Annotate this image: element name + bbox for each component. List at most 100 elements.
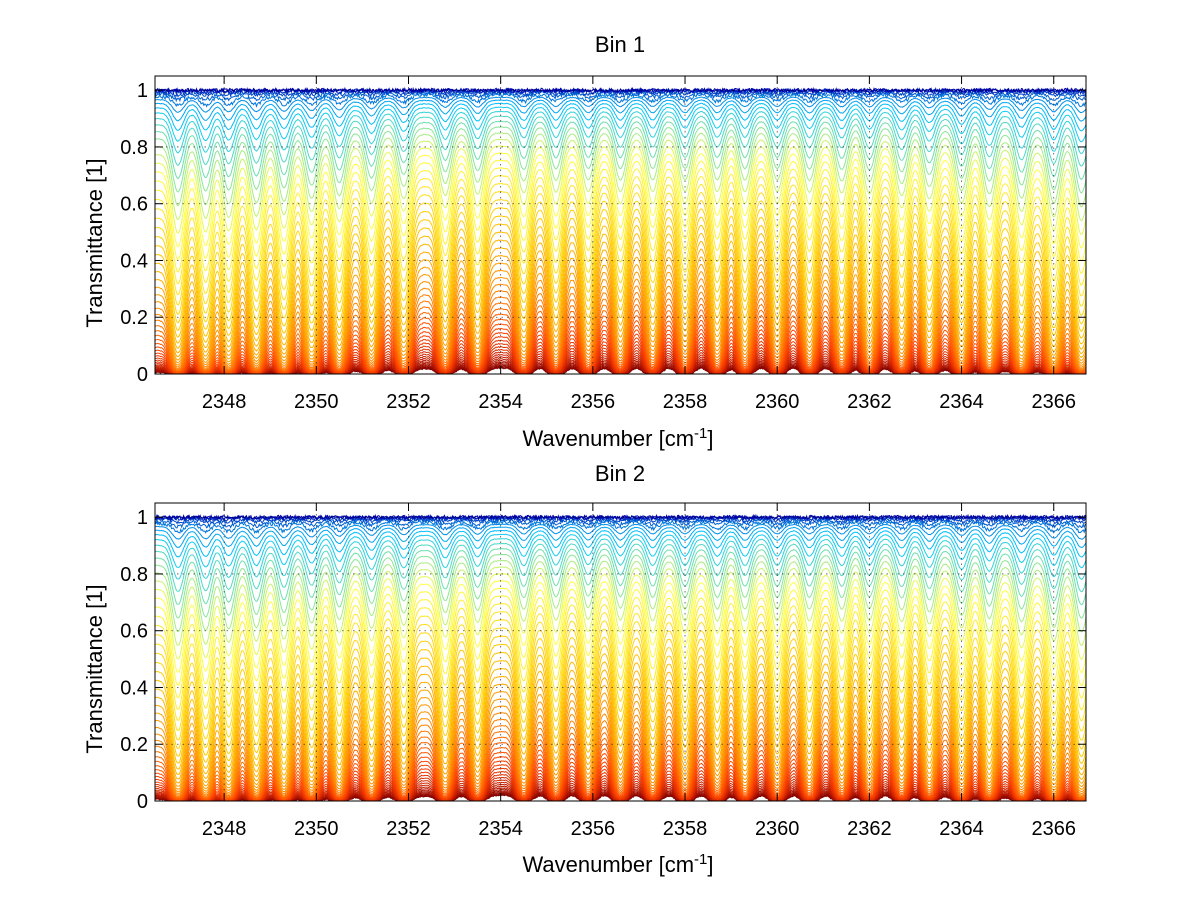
chart-bin-1: Bin 1 2348 2350 2352 2354 2356 2358 2360 2362 23…: [82, 32, 1087, 451]
series-line: [155, 290, 1086, 370]
series-line: [155, 91, 1086, 108]
series-line: [155, 730, 1086, 799]
series-line: [155, 262, 1086, 362]
y-tick-label: 0.4: [120, 677, 148, 699]
series-line: [155, 313, 1086, 373]
x-tick-label: 2358: [663, 391, 708, 413]
series-line: [155, 627, 1086, 741]
series-line: [155, 513, 1086, 521]
series-line: [155, 167, 1086, 274]
series-line: [155, 529, 1086, 558]
series-line: [155, 746, 1086, 801]
series-line: [155, 698, 1086, 790]
series-line: [155, 667, 1086, 776]
series-line: [155, 99, 1086, 122]
x-tick-label: 2348: [202, 391, 247, 413]
x-tick-label: 2362: [847, 818, 892, 840]
y-tick-label: 0.6: [120, 621, 148, 643]
series-line: [155, 138, 1086, 222]
series-line: [155, 174, 1086, 286]
series-line: [155, 691, 1086, 788]
series-line: [155, 523, 1086, 540]
x-tick-label: 2358: [663, 818, 708, 840]
series-line: [155, 254, 1086, 358]
series-line: [155, 741, 1086, 800]
series-line: [155, 580, 1086, 674]
series-line: [155, 559, 1086, 633]
series-line: [155, 519, 1086, 534]
series-line: [155, 89, 1086, 103]
series-line: [155, 132, 1086, 208]
x-axis-label: Wavenumber [cm-1]: [522, 425, 713, 451]
x-ticks: 2348 2350 2352 2354 2356 2358 2360 2362 2364 2366: [202, 76, 1076, 413]
series-line: [155, 526, 1086, 548]
series-line: [155, 207, 1086, 325]
x-tick-label: 2362: [847, 391, 892, 413]
series-line: [155, 566, 1086, 647]
x-tick-label: 2360: [755, 818, 800, 840]
x-tick-label: 2366: [1031, 818, 1076, 840]
series-line: [155, 548, 1086, 606]
axes-box: [154, 75, 1087, 375]
x-tick-label: 2352: [386, 391, 431, 413]
series-line: [155, 619, 1086, 732]
series-line: [155, 247, 1086, 355]
series-line: [155, 308, 1086, 373]
x-tick-label: 2356: [571, 818, 616, 840]
series-line: [155, 239, 1086, 350]
series-line: [155, 145, 1086, 236]
y-tick-label: 0.8: [120, 137, 148, 159]
series-line: [155, 106, 1086, 143]
x-tick-label: 2354: [478, 391, 523, 413]
x-tick-label: 2360: [755, 391, 800, 413]
x-tick-label: 2354: [478, 818, 523, 840]
series-line: [155, 595, 1086, 699]
series-line: [155, 115, 1086, 167]
axes-box: [154, 502, 1087, 802]
series-line: [155, 199, 1086, 317]
y-ticks: 0 0.2 0.4 0.6 0.8 1: [120, 80, 1086, 386]
x-ticks: 2348 2350 2352 2354 2356 2358 2360 2362 2364 2366: [202, 503, 1076, 840]
grid: [155, 503, 1086, 802]
series-line: [155, 318, 1086, 374]
series-line: [155, 643, 1086, 758]
chart-title: Bin 2: [595, 461, 645, 486]
y-axis-label: Transmittance [1]: [82, 158, 107, 327]
series-line: [155, 553, 1086, 619]
series-line: [155, 296, 1086, 371]
series-line: [155, 516, 1086, 529]
x-tick-label: 2364: [939, 818, 984, 840]
y-tick-label: 0.6: [120, 194, 148, 216]
y-ticks: 0 0.2 0.4 0.6 0.8 1: [120, 507, 1086, 813]
series-line: [155, 651, 1086, 764]
series-line: [155, 635, 1086, 750]
series-line: [155, 751, 1086, 801]
series-line: [155, 587, 1086, 687]
series-line: [155, 269, 1086, 364]
series-line: [155, 302, 1086, 372]
series-line: [155, 683, 1086, 784]
series-line: [155, 705, 1086, 793]
y-tick-label: 1: [137, 80, 148, 102]
y-tick-label: 1: [137, 507, 148, 529]
series-line: [155, 712, 1086, 795]
series-line: [155, 611, 1086, 722]
y-axis-label: Transmittance [1]: [82, 584, 107, 753]
series-line: [155, 538, 1086, 580]
series-line: [155, 724, 1086, 798]
x-tick-label: 2356: [571, 391, 616, 413]
series-line: [155, 126, 1086, 194]
series-line: [155, 102, 1086, 132]
series-line: [155, 718, 1086, 796]
series-line: [155, 533, 1086, 569]
chart-title: Bin 1: [595, 32, 645, 57]
series-line: [155, 159, 1086, 262]
series-line: [155, 215, 1086, 333]
x-axis-label: Wavenumber [cm-1]: [522, 851, 713, 877]
series-line: [155, 736, 1086, 800]
y-tick-label: 0.4: [120, 250, 148, 272]
series-line: [155, 182, 1086, 297]
chart-bin-2: Bin 2 2348 2350 2352 2354 2356 2358 2360 2362 23…: [82, 461, 1087, 877]
series-line: [155, 323, 1086, 374]
